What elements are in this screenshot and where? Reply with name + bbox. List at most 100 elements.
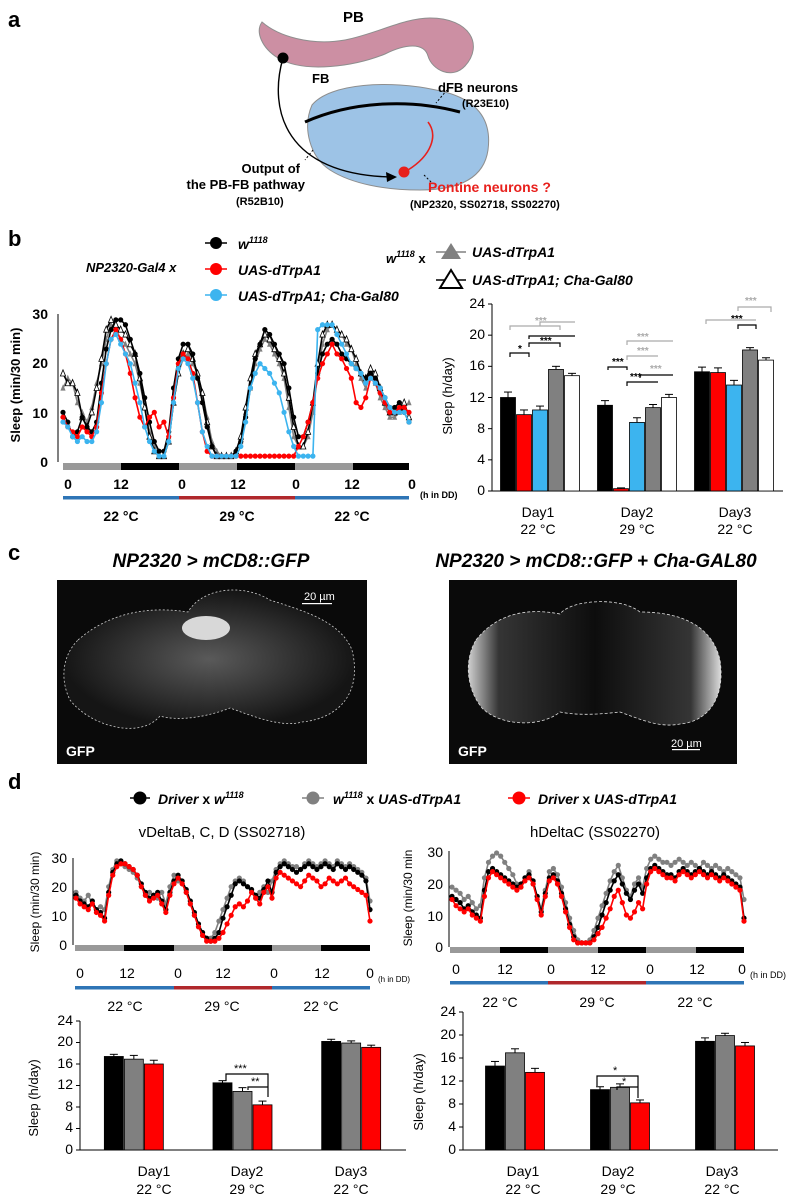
pb-shape — [258, 17, 474, 74]
b-bar-temp: 29 °C — [619, 521, 654, 537]
dfb-leader — [435, 89, 448, 104]
data-point — [93, 909, 100, 916]
pontine-neuron-line — [407, 121, 434, 171]
ytick: 0 — [59, 937, 67, 953]
sig-bracket — [626, 340, 673, 360]
output-line2: the PB-FB pathway — [187, 177, 306, 192]
data-point — [575, 940, 581, 946]
xtick: 0 — [452, 961, 460, 977]
data-point — [359, 889, 365, 896]
b-line-xtick: 0 — [64, 476, 72, 492]
data-point — [668, 875, 674, 881]
series-line — [62, 323, 410, 457]
d-right-yticks: 0 10 20 30 — [427, 844, 443, 955]
data-point — [216, 918, 222, 924]
data-point — [138, 884, 144, 890]
data-point — [518, 884, 524, 890]
data-point — [485, 859, 492, 865]
data-point — [74, 399, 81, 406]
dfb-neuron-line — [304, 102, 461, 124]
data-point — [660, 859, 666, 865]
data-point — [281, 409, 287, 415]
b-bar-day: Day2 — [621, 504, 654, 520]
d-right-bar-plot — [459, 1011, 778, 1151]
data-point — [571, 937, 577, 943]
data-point — [199, 400, 205, 406]
panel-c-letter: c — [8, 540, 20, 565]
data-point — [289, 878, 296, 884]
data-point — [137, 414, 143, 420]
pontine-label: Pontine neurons ? — [428, 179, 551, 195]
bar — [321, 1041, 342, 1151]
data-point — [615, 862, 621, 869]
series-line — [75, 859, 371, 940]
data-point — [672, 859, 678, 865]
bar — [525, 1071, 545, 1151]
data-point — [74, 434, 81, 440]
data-point — [562, 909, 569, 915]
data-point — [209, 453, 215, 459]
xtick: 12 — [215, 965, 231, 981]
data-point — [353, 400, 359, 406]
data-point — [363, 892, 369, 898]
b-line-unit: (h in DD) — [420, 490, 458, 500]
ytick: 20 — [51, 879, 67, 895]
data-point — [741, 918, 747, 924]
data-point — [265, 878, 271, 884]
bar — [629, 422, 645, 492]
sig: *** — [731, 314, 743, 325]
data-point — [281, 361, 287, 367]
data-point — [108, 336, 114, 342]
ld-grey — [295, 463, 353, 470]
sig: *** — [234, 1063, 248, 1075]
series-line — [75, 862, 371, 942]
temp-label: 22 °C — [103, 508, 138, 524]
data-point — [338, 864, 345, 870]
sig: *** — [650, 364, 662, 375]
data-point — [305, 453, 311, 459]
data-point — [334, 881, 340, 887]
data-point — [640, 890, 646, 896]
data-point — [676, 856, 682, 862]
data-point — [228, 453, 234, 459]
sig-bracket — [705, 306, 772, 324]
data-point — [587, 940, 593, 946]
b-sig-labels: * *** *** *** *** *** *** *** *** *** — [518, 296, 757, 383]
data-point — [276, 453, 282, 459]
data-point — [98, 354, 105, 362]
pontine-soma — [398, 166, 410, 178]
data-point — [156, 448, 162, 454]
data-point — [74, 438, 81, 445]
b-bar-ytick: 0 — [477, 482, 485, 498]
ld-grey — [548, 947, 598, 953]
data-point — [635, 881, 642, 887]
data-point — [79, 414, 85, 420]
data-point — [334, 331, 340, 338]
data-point — [599, 924, 605, 931]
b-bar-ytick: 4 — [477, 451, 485, 467]
data-point — [607, 878, 613, 884]
data-point — [538, 912, 544, 918]
legend-marker-w1118 — [210, 237, 222, 249]
data-point — [247, 385, 254, 391]
bar — [143, 1063, 164, 1151]
output-line1: Output of — [242, 161, 301, 176]
d-left-bar-ylabel: Sleep (h/day) — [26, 1059, 41, 1136]
data-point — [295, 443, 302, 449]
data-point — [103, 361, 109, 367]
data-point — [469, 912, 475, 918]
data-point — [324, 326, 330, 333]
b-bar-ytick: 20 — [469, 326, 485, 342]
panel-c: c NP2320 > mCD8::GFP NP2320 > mCD8::GFP … — [8, 540, 757, 764]
temp-label: 29 °C — [579, 994, 614, 1010]
data-point — [228, 884, 234, 890]
data-point — [449, 884, 455, 890]
data-point — [733, 872, 739, 878]
data-point — [240, 881, 247, 887]
data-point — [700, 859, 707, 865]
data-point — [558, 893, 565, 900]
data-point — [267, 331, 273, 338]
bar — [232, 1091, 253, 1151]
data-point — [108, 327, 114, 333]
